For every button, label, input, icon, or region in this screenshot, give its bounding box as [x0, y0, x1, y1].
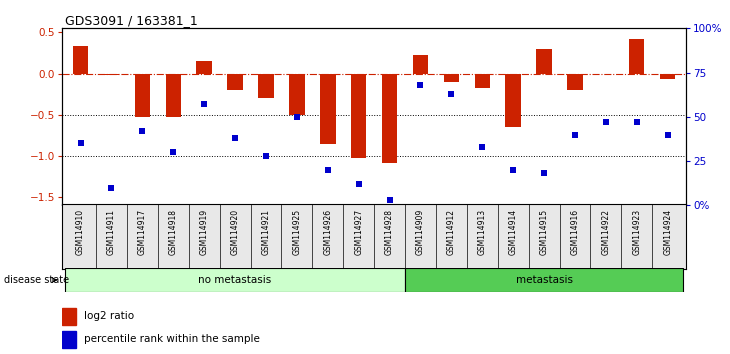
- Text: GSM114921: GSM114921: [261, 209, 271, 255]
- Bar: [660, 74, 675, 79]
- Text: GSM114918: GSM114918: [169, 209, 178, 255]
- Text: GSM114923: GSM114923: [632, 209, 641, 255]
- Bar: [62, 308, 76, 325]
- Bar: [382, 74, 397, 162]
- Text: GSM114922: GSM114922: [602, 209, 610, 255]
- Text: GSM114925: GSM114925: [293, 209, 301, 255]
- Text: GSM114917: GSM114917: [138, 209, 147, 255]
- Text: GSM114910: GSM114910: [76, 209, 85, 255]
- Bar: [444, 74, 459, 82]
- FancyBboxPatch shape: [65, 268, 405, 292]
- Bar: [104, 74, 119, 75]
- Text: GSM114920: GSM114920: [231, 209, 239, 255]
- Text: percentile rank within the sample: percentile rank within the sample: [84, 335, 260, 344]
- Bar: [289, 74, 304, 115]
- Text: GSM114926: GSM114926: [323, 209, 332, 255]
- Text: GSM114909: GSM114909: [416, 209, 425, 255]
- Text: GSM114911: GSM114911: [107, 209, 116, 255]
- Text: GSM114914: GSM114914: [509, 209, 518, 255]
- Text: GSM114927: GSM114927: [354, 209, 364, 255]
- Bar: [166, 74, 181, 117]
- Text: log2 ratio: log2 ratio: [84, 312, 134, 321]
- Text: GDS3091 / 163381_1: GDS3091 / 163381_1: [65, 14, 198, 27]
- Bar: [567, 74, 583, 90]
- Bar: [505, 74, 521, 127]
- Text: metastasis: metastasis: [515, 275, 572, 285]
- Text: GSM114919: GSM114919: [200, 209, 209, 255]
- Text: GSM114913: GSM114913: [477, 209, 487, 255]
- Text: GSM114912: GSM114912: [447, 209, 456, 255]
- Bar: [227, 74, 243, 90]
- FancyBboxPatch shape: [405, 268, 683, 292]
- Bar: [62, 331, 76, 348]
- Bar: [320, 74, 336, 144]
- Bar: [196, 61, 212, 74]
- Text: no metastasis: no metastasis: [199, 275, 272, 285]
- Bar: [134, 74, 150, 117]
- Bar: [412, 56, 429, 74]
- Bar: [474, 74, 490, 88]
- Bar: [351, 74, 366, 158]
- Bar: [258, 74, 274, 98]
- Text: disease state: disease state: [4, 275, 69, 285]
- Bar: [537, 49, 552, 74]
- Text: GSM114928: GSM114928: [385, 209, 394, 255]
- Text: GSM114924: GSM114924: [663, 209, 672, 255]
- Text: GSM114916: GSM114916: [570, 209, 580, 255]
- Bar: [73, 46, 88, 74]
- Bar: [629, 39, 645, 74]
- Text: GSM114915: GSM114915: [539, 209, 548, 255]
